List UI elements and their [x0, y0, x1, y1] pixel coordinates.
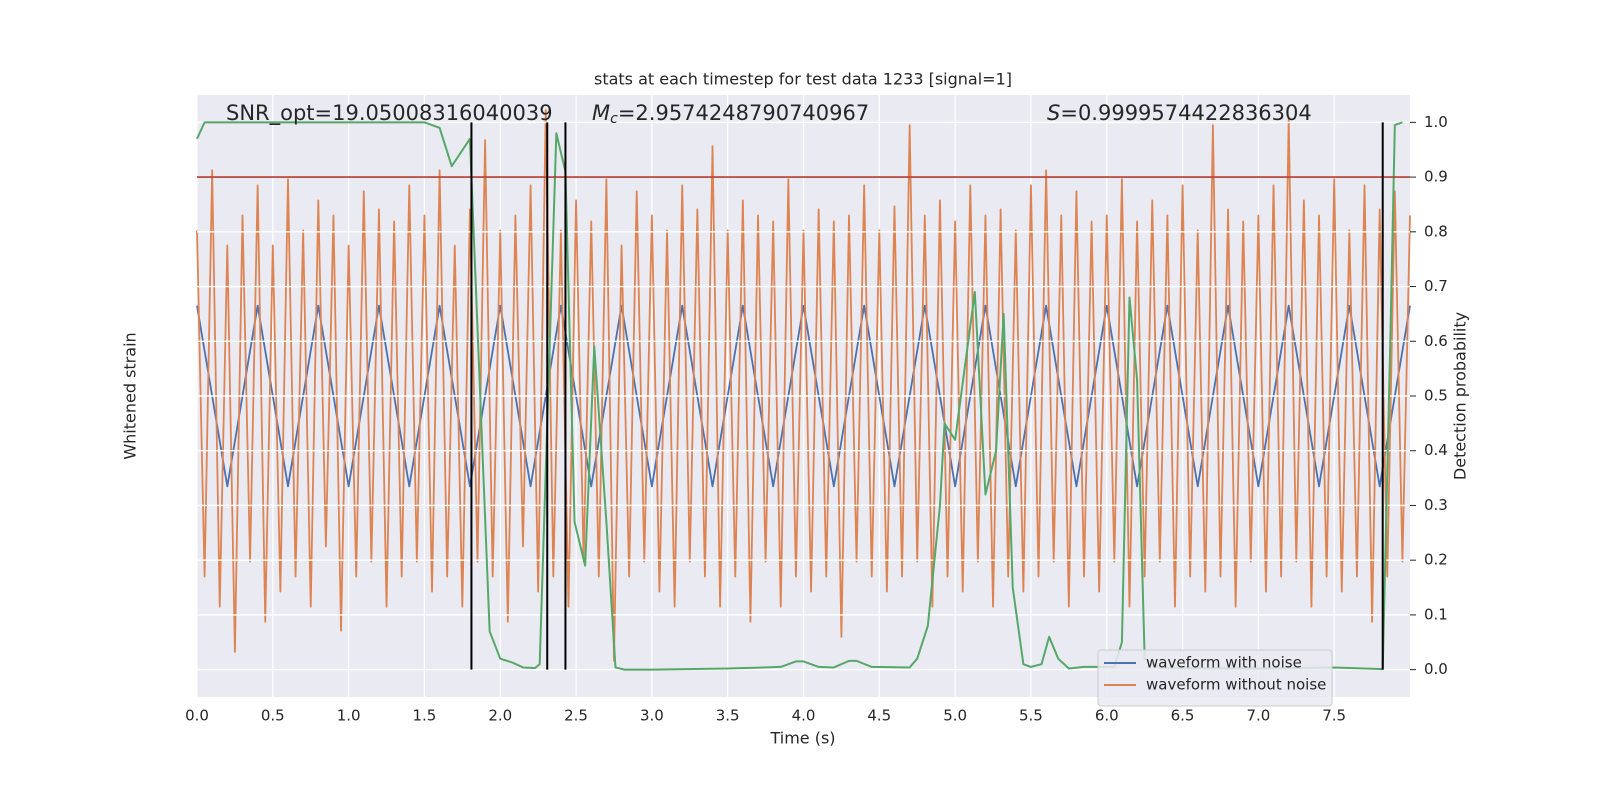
strain-lines: [196, 109, 1411, 662]
x-tick-label: 6.5: [1171, 707, 1195, 725]
y2-tick-label: 0.1: [1424, 605, 1448, 623]
x-tick-label: 3.5: [716, 707, 740, 725]
probability-lines: [196, 121, 1410, 671]
series-line: [196, 109, 1411, 662]
series-line: [196, 121, 1403, 671]
x-tick-label: 5.0: [943, 707, 967, 725]
annotation-value: =2.9574248790740967: [618, 101, 869, 125]
annotation-symbol: S: [1047, 101, 1060, 125]
legend-box: [1097, 649, 1333, 707]
annotation: Mc=2.9574248790740967: [592, 101, 869, 127]
x-tick-label: 0.0: [185, 707, 209, 725]
x-axis-label: Time (s): [769, 729, 835, 748]
y2-tick-label: 0.0: [1424, 660, 1448, 678]
chart-title: stats at each timestep for test data 123…: [594, 70, 1012, 89]
y2-tick-label: 0.2: [1424, 551, 1448, 569]
legend-label: waveform with noise: [1146, 654, 1302, 672]
annotation-subscript: c: [610, 111, 618, 127]
x-tick-label: 2.5: [564, 707, 588, 725]
x-tick-label: 6.0: [1095, 707, 1119, 725]
y2-tick-label: 0.7: [1424, 277, 1448, 295]
annotation: S=0.9999574422836304: [1047, 101, 1312, 125]
annotation-symbol: M: [592, 101, 610, 125]
y2-tick-label: 0.5: [1424, 387, 1448, 405]
y2-tick-label: 0.3: [1424, 496, 1448, 514]
y2-tick-label: 0.9: [1424, 168, 1448, 186]
x-tick-label: 1.0: [337, 707, 361, 725]
y2-axis-label: Detection probability: [1451, 312, 1470, 480]
legend: waveform with noise waveform without nois…: [1097, 649, 1333, 707]
annotation: SNR_opt=19.05008316040039: [226, 101, 553, 126]
x-tick-label: 5.5: [1019, 707, 1043, 725]
x-tick-label: 1.5: [413, 707, 437, 725]
x-tick-label: 3.0: [640, 707, 664, 725]
x-tick-label: 7.0: [1246, 707, 1270, 725]
y2-tick-label: 0.8: [1424, 222, 1448, 240]
labels: 0.0 0.5 1.0 1.5 2.0 2.5 3.0 3.5 4.0 4.5 5.0 5.5 6.0 6…: [185, 113, 1448, 725]
x-tick-label: 7.5: [1322, 707, 1346, 725]
x-tick-label: 2.0: [488, 707, 512, 725]
annotation-value: =0.9999574422836304: [1060, 101, 1311, 125]
y2-tick-label: 0.4: [1424, 441, 1448, 459]
x-tick-label: 0.5: [261, 707, 285, 725]
y2-tick-label: 0.6: [1424, 332, 1448, 350]
x-tick-label: 4.0: [792, 707, 816, 725]
y2-tick-label: 1.0: [1424, 113, 1448, 131]
legend-label: waveform without noise: [1146, 676, 1326, 694]
x-tick-label: 4.5: [867, 707, 891, 725]
y-axis-label: Whitened strain: [121, 332, 140, 459]
